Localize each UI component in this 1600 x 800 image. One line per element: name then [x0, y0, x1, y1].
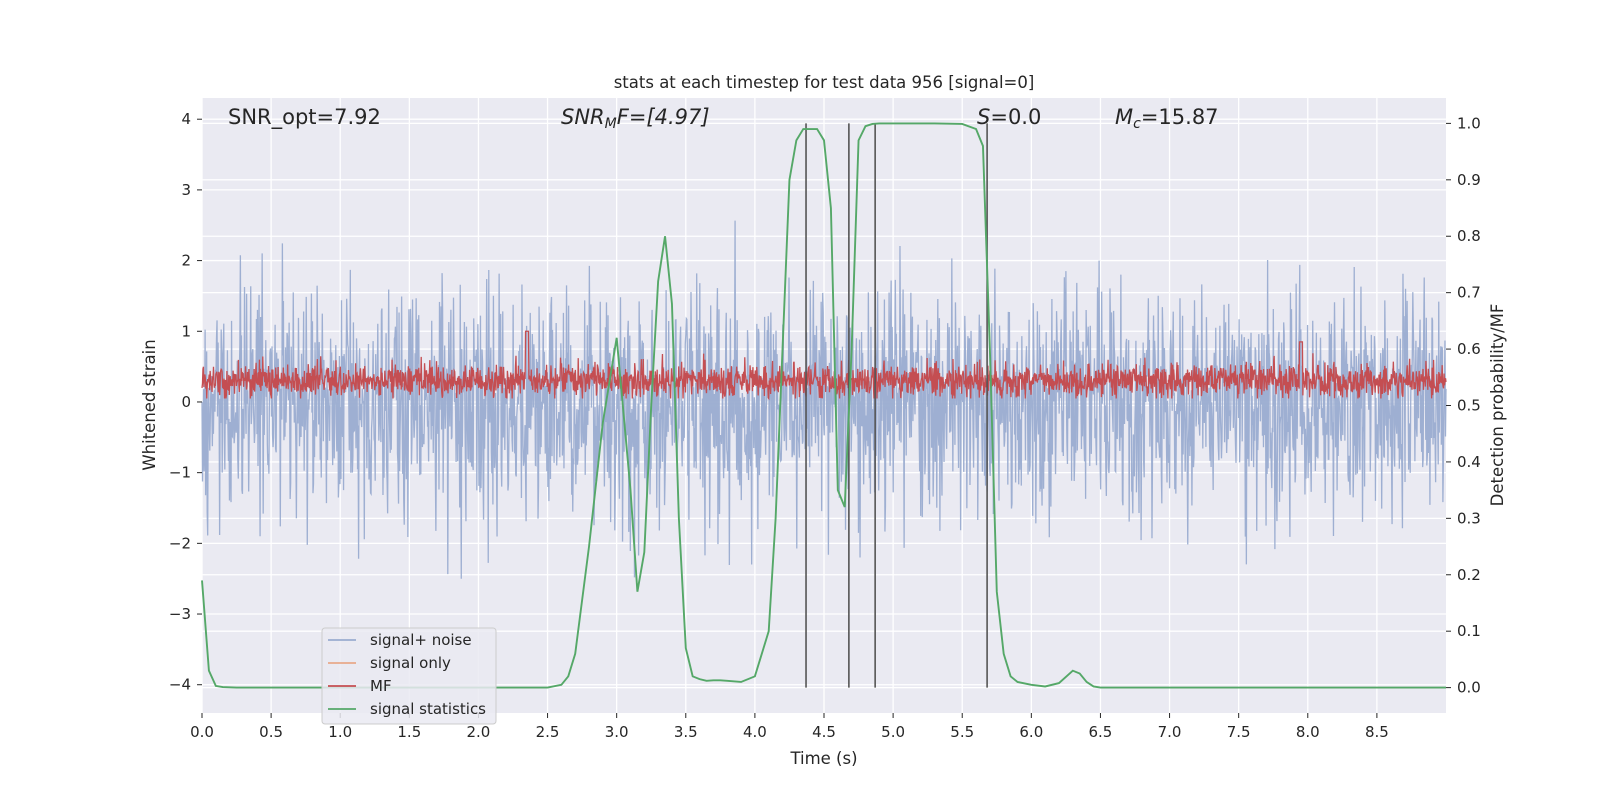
snr-mf-annotation: SNRMF=[4.97] — [561, 105, 710, 132]
y-left-tick-label: 3 — [181, 181, 191, 199]
signal-statistics-series — [201, 122, 1446, 689]
y-left-tick-label: −4 — [169, 676, 191, 694]
x-tick-label: 7.5 — [1227, 723, 1251, 741]
snr-opt-annotation: SNR_opt=7.92 — [228, 105, 381, 130]
x-tick-label: 0.0 — [190, 723, 214, 741]
x-axis-label: Time (s) — [789, 749, 857, 768]
chart-title: stats at each timestep for test data 956… — [614, 73, 1035, 92]
y-right-tick-label: 0.5 — [1457, 397, 1481, 415]
y-right-tick-label: 0.9 — [1457, 171, 1481, 189]
legend-label-mf: MF — [370, 677, 392, 695]
x-tick-label: 7.0 — [1158, 723, 1182, 741]
x-tick-label: 8.0 — [1296, 723, 1320, 741]
y-right-axis-label: Detection probability/MF — [1488, 304, 1507, 507]
y-right-tick-label: 0.0 — [1457, 679, 1481, 697]
y-left-tick-label: −3 — [169, 605, 191, 623]
y-right-tick-label: 0.6 — [1457, 340, 1481, 358]
signal-statistics-line — [201, 122, 1446, 689]
x-axis-ticks: 0.0 0.5 1.0 1.5 2.0 2.5 3.0 3.5 4.0 4.5 5.0 5.5 6.0 6… — [190, 713, 1389, 741]
x-tick-label: 3.5 — [674, 723, 698, 741]
x-tick-label: 0.5 — [259, 723, 283, 741]
legend: signal+ noise signal only MF signal stat… — [321, 627, 497, 725]
y-right-axis-ticks: 0.0 0.1 0.2 0.3 0.4 0.5 0.6 0.7 0.8 0.9 1.0 — [1446, 114, 1481, 697]
y-right-tick-label: 1.0 — [1457, 114, 1481, 132]
y-right-tick-label: 0.3 — [1457, 509, 1481, 527]
y-right-tick-label: 0.4 — [1457, 453, 1481, 471]
y-left-axis-label: Whitened strain — [140, 339, 159, 470]
y-left-tick-label: −1 — [169, 464, 191, 482]
y-right-tick-label: 0.7 — [1457, 284, 1481, 302]
y-left-tick-label: 0 — [181, 393, 191, 411]
y-right-tick-label: 0.1 — [1457, 622, 1481, 640]
y-left-axis-ticks: −4 −3 −2 −1 0 1 2 3 4 — [169, 110, 202, 694]
x-tick-label: 2.5 — [536, 723, 560, 741]
x-tick-label: 6.0 — [1019, 723, 1043, 741]
y-right-tick-label: 0.8 — [1457, 227, 1481, 245]
x-tick-label: 1.5 — [397, 723, 421, 741]
y-left-tick-label: 2 — [181, 252, 191, 270]
legend-label-signal-noise: signal+ noise — [370, 631, 472, 649]
x-tick-label: 8.5 — [1365, 723, 1389, 741]
legend-label-signal-statistics: signal statistics — [370, 700, 486, 718]
x-tick-label: 4.0 — [743, 723, 767, 741]
y-left-tick-label: 1 — [181, 322, 191, 340]
mf-line — [201, 330, 1447, 401]
legend-box — [321, 627, 497, 725]
mc-annotation: Mc=15.87 — [1115, 105, 1219, 132]
x-tick-label: 6.5 — [1089, 723, 1113, 741]
x-tick-label: 5.5 — [950, 723, 974, 741]
y-left-tick-label: 4 — [181, 110, 191, 128]
x-tick-label: 1.0 — [328, 723, 352, 741]
mf-series — [201, 330, 1447, 401]
x-tick-label: 5.0 — [881, 723, 905, 741]
y-right-tick-label: 0.2 — [1457, 566, 1481, 584]
x-tick-label: 4.5 — [812, 723, 836, 741]
x-tick-label: 2.0 — [467, 723, 491, 741]
legend-label-signal-only: signal only — [370, 654, 451, 672]
x-tick-label: 3.0 — [605, 723, 629, 741]
y-left-tick-label: −2 — [169, 534, 191, 552]
s-annotation: S=0.0 — [977, 105, 1041, 129]
